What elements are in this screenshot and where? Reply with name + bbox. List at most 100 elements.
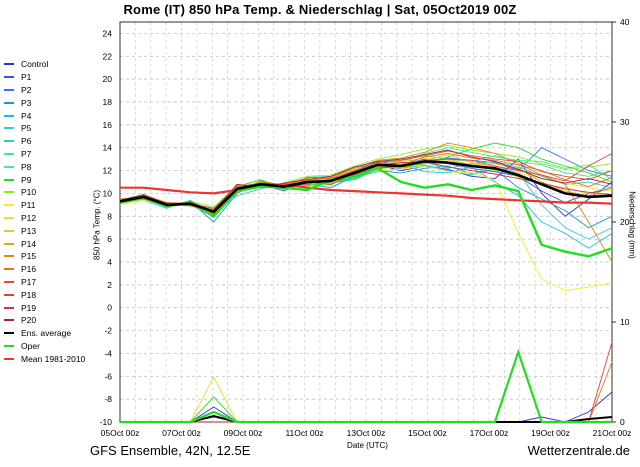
legend-label: P12 <box>21 212 37 223</box>
x-tick-label: 05Oct 00z <box>101 428 140 438</box>
legend-item: P5 <box>4 122 85 135</box>
legend-item: P19 <box>4 301 85 314</box>
legend-swatch <box>4 140 14 143</box>
legend-swatch <box>4 216 14 219</box>
legend-label: P13 <box>21 225 37 236</box>
legend-label: P17 <box>21 276 37 287</box>
legend-swatch <box>4 280 14 283</box>
y-right-tick-label: 0 <box>620 417 625 427</box>
legend-item: P10 <box>4 186 85 199</box>
legend-swatch <box>4 242 14 245</box>
y-tick-label: 2 <box>107 280 112 290</box>
legend-label: P5 <box>21 123 32 134</box>
y-right-tick-label: 10 <box>620 317 630 327</box>
legend-label: P19 <box>21 302 37 313</box>
legend-item: P9 <box>4 173 85 186</box>
legend-item: P18 <box>4 288 85 301</box>
legend-item: P20 <box>4 314 85 327</box>
legend-swatch <box>4 357 14 360</box>
y-tick-label: 10 <box>103 188 113 198</box>
x-tick-label: 21Oct 00z <box>593 428 632 438</box>
y-tick-label: 0 <box>107 303 112 313</box>
legend: Control P1 P2 P3 P4 P5 P6 P7 P8 P9 P10 P11 P12 P13 P14… <box>4 58 85 365</box>
legend-swatch <box>4 178 14 181</box>
legend-item: Mean 1981-2010 <box>4 352 85 365</box>
y-tick-label: 12 <box>103 166 113 176</box>
y-axis-right-label: Niederschlag (mm) <box>627 191 637 259</box>
y-tick-label: 4 <box>107 257 112 267</box>
legend-swatch <box>4 344 14 347</box>
legend-label: P11 <box>21 200 36 211</box>
temp-line-p10 <box>119 144 613 208</box>
y-tick-label: -2 <box>104 326 112 336</box>
legend-item: P3 <box>4 96 85 109</box>
legend-label: P20 <box>21 315 37 326</box>
temp-line-ens-average <box>119 160 613 213</box>
y-tick-label: -8 <box>104 394 112 404</box>
y-right-tick-label: 20 <box>620 217 630 227</box>
legend-swatch <box>4 268 14 271</box>
y-tick-label: -10 <box>100 417 113 427</box>
legend-item: P17 <box>4 276 85 289</box>
model-info: GFS Ensemble, 42N, 12.5E <box>90 443 251 458</box>
y-tick-label: 16 <box>103 120 113 130</box>
source-credit: Wetterzentrale.de <box>527 443 630 458</box>
legend-item: P2 <box>4 84 85 97</box>
legend-swatch <box>4 332 14 335</box>
y-tick-label: 20 <box>103 74 113 84</box>
legend-item: P13 <box>4 224 85 237</box>
legend-label: P2 <box>21 84 32 95</box>
legend-item: P6 <box>4 135 85 148</box>
legend-item: P15 <box>4 250 85 263</box>
legend-swatch <box>4 229 14 232</box>
temp-line-mean-1981-2010 <box>120 183 613 205</box>
x-tick-label: 07Oct 00z <box>162 428 201 438</box>
legend-swatch <box>4 76 14 79</box>
legend-item: P1 <box>4 71 85 84</box>
y-right-tick-label: 40 <box>620 17 630 27</box>
y-tick-label: -4 <box>104 348 112 358</box>
legend-item: P4 <box>4 109 85 122</box>
legend-swatch <box>4 293 14 296</box>
y-tick-label: -6 <box>104 371 112 381</box>
legend-label: Control <box>21 59 49 70</box>
legend-swatch <box>4 255 14 258</box>
legend-swatch <box>4 319 14 322</box>
y-axis-label: 850 hPa Temp. (°C) <box>92 189 102 261</box>
legend-item: Oper <box>4 340 85 353</box>
legend-swatch <box>4 88 14 91</box>
legend-item: P12 <box>4 212 85 225</box>
x-tick-label: 09Oct 00z <box>224 428 263 438</box>
legend-item: P8 <box>4 160 85 173</box>
x-tick-label: 17Oct 00z <box>470 428 509 438</box>
legend-label: Ens. average <box>21 328 72 339</box>
legend-label: P14 <box>21 238 37 249</box>
legend-item: P14 <box>4 237 85 250</box>
y-tick-label: 8 <box>107 211 112 221</box>
legend-swatch <box>4 306 14 309</box>
x-axis-label: Date (UTC) <box>347 441 388 450</box>
x-tick-label: 13Oct 00z <box>347 428 386 438</box>
legend-swatch <box>4 204 14 207</box>
legend-item: P11 <box>4 199 85 212</box>
temp-line-oper <box>119 167 613 258</box>
chart-title: Rome (IT) 850 hPa Temp. & Niederschlag |… <box>123 2 517 17</box>
legend-swatch <box>4 191 14 194</box>
legend-label: P9 <box>21 174 32 185</box>
x-tick-label: 15Oct 00z <box>408 428 447 438</box>
y-tick-label: 14 <box>103 143 113 153</box>
y-tick-label: 18 <box>103 97 113 107</box>
legend-item: P7 <box>4 148 85 161</box>
precip-line-oper <box>120 348 612 424</box>
legend-label: P7 <box>21 148 32 159</box>
legend-label: P15 <box>21 251 37 262</box>
y-tick-label: 22 <box>103 51 113 61</box>
y-tick-label: 24 <box>103 28 113 38</box>
legend-swatch <box>4 152 14 155</box>
legend-label: P6 <box>21 136 32 147</box>
legend-label: P10 <box>21 187 37 198</box>
legend-item: Control <box>4 58 85 71</box>
legend-item: Ens. average <box>4 327 85 340</box>
legend-label: P4 <box>21 110 32 121</box>
